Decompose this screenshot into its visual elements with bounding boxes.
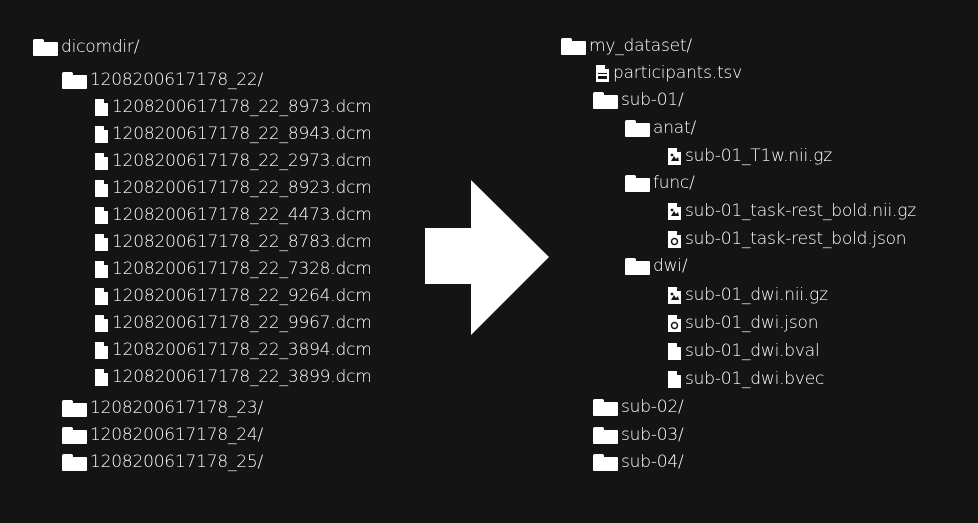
- folder-label: sub-01/: [621, 90, 684, 110]
- folder-icon: [593, 398, 618, 416]
- file-label: sub-01_dwi.bval: [685, 341, 820, 361]
- file-item[interactable]: 1208200617178_22_7328.dcm: [92, 257, 372, 281]
- folder-label: sub-02/: [621, 397, 684, 417]
- file-label: 1208200617178_22_9264.dcm: [112, 286, 372, 306]
- file-icon: [94, 98, 109, 117]
- file-item[interactable]: 1208200617178_22_8943.dcm: [92, 122, 372, 146]
- folder-label: func/: [653, 173, 695, 193]
- file-label: sub-01_dwi.json: [685, 313, 819, 333]
- file-icon: [667, 370, 682, 389]
- file-item[interactable]: 1208200617178_22_8923.dcm: [92, 176, 372, 200]
- file-label: sub-01_T1w.nii.gz: [685, 146, 832, 166]
- file-icon: [94, 260, 109, 279]
- folder-icon: [625, 257, 650, 275]
- file-item[interactable]: 1208200617178_22_3899.dcm: [92, 365, 372, 389]
- file-item[interactable]: 1208200617178_22_3894.dcm: [92, 338, 372, 362]
- file-item[interactable]: sub-01_task-rest_bold.json: [665, 227, 907, 251]
- folder-item[interactable]: 1208200617178_24/: [62, 423, 263, 447]
- folder-item[interactable]: sub-04/: [593, 450, 684, 474]
- file-item[interactable]: sub-01_dwi.bvec: [665, 367, 824, 391]
- folder-label: 1208200617178_23/: [90, 398, 264, 418]
- file-label: 1208200617178_22_3899.dcm: [112, 367, 372, 387]
- file-label: sub-01_task-rest_bold.nii.gz: [685, 201, 916, 221]
- file-icon: [667, 342, 682, 361]
- file-item[interactable]: sub-01_dwi.nii.gz: [665, 283, 828, 307]
- folder-label: anat/: [653, 118, 697, 138]
- folder-icon: [62, 71, 87, 89]
- file-label: sub-01_dwi.nii.gz: [685, 285, 828, 305]
- folder-label: sub-04/: [621, 452, 684, 472]
- folder-item[interactable]: my_dataset/: [561, 34, 692, 58]
- folder-label: my_dataset/: [589, 36, 692, 56]
- file-icon: [94, 341, 109, 360]
- file-item[interactable]: 1208200617178_22_4473.dcm: [92, 203, 372, 227]
- file-icon: [94, 287, 109, 306]
- file-item[interactable]: sub-01_T1w.nii.gz: [665, 144, 832, 168]
- file-item[interactable]: 1208200617178_22_2973.dcm: [92, 149, 372, 173]
- folder-icon: [625, 174, 650, 192]
- folder-icon: [593, 426, 618, 444]
- folder-item[interactable]: 1208200617178_23/: [62, 396, 263, 420]
- file-item[interactable]: 1208200617178_22_9967.dcm: [92, 311, 372, 335]
- folder-label: 1208200617178_24/: [90, 425, 264, 445]
- file-icon: [94, 233, 109, 252]
- file-label: participants.tsv: [613, 63, 742, 83]
- file-icon: [94, 179, 109, 198]
- image-file-icon: [667, 147, 682, 166]
- file-label: sub-01_dwi.bvec: [685, 369, 825, 389]
- file-icon: [94, 314, 109, 333]
- file-item[interactable]: 1208200617178_22_8973.dcm: [92, 95, 372, 119]
- folder-icon: [625, 119, 650, 137]
- file-item[interactable]: sub-01_task-rest_bold.nii.gz: [665, 199, 916, 223]
- file-label: 1208200617178_22_8783.dcm: [112, 232, 372, 252]
- file-label: 1208200617178_22_8973.dcm: [112, 97, 372, 117]
- file-item[interactable]: sub-01_dwi.bval: [665, 339, 820, 363]
- folder-label: dicomdir/: [61, 37, 140, 57]
- file-item[interactable]: 1208200617178_22_8783.dcm: [92, 230, 372, 254]
- folder-item[interactable]: 1208200617178_25/: [62, 450, 263, 474]
- folder-item[interactable]: dicomdir/: [33, 35, 139, 59]
- file-label: 1208200617178_22_2973.dcm: [112, 151, 372, 171]
- file-label: 1208200617178_22_7328.dcm: [112, 259, 372, 279]
- file-label: sub-01_task-rest_bold.json: [685, 229, 907, 249]
- file-label: 1208200617178_22_8923.dcm: [112, 178, 372, 198]
- folder-item[interactable]: dwi/: [625, 254, 688, 278]
- folder-icon: [593, 91, 618, 109]
- folder-icon: [593, 453, 618, 471]
- file-icon: [94, 125, 109, 144]
- file-label: 1208200617178_22_4473.dcm: [112, 205, 372, 225]
- folder-label: dwi/: [653, 256, 688, 276]
- file-icon: [94, 368, 109, 387]
- json-file-icon: [667, 314, 682, 333]
- file-item[interactable]: sub-01_dwi.json: [665, 311, 818, 335]
- tsv-file-icon: [595, 64, 610, 83]
- folder-icon: [62, 426, 87, 444]
- file-icon: [94, 152, 109, 171]
- file-label: 1208200617178_22_8943.dcm: [112, 124, 372, 144]
- json-file-icon: [667, 230, 682, 249]
- folder-item[interactable]: sub-01/: [593, 88, 684, 112]
- right-arrow-icon: [425, 180, 549, 335]
- folder-icon: [33, 38, 58, 56]
- file-label: 1208200617178_22_9967.dcm: [112, 313, 372, 333]
- image-file-icon: [667, 286, 682, 305]
- folder-icon: [62, 399, 87, 417]
- folder-icon: [62, 453, 87, 471]
- folder-label: 1208200617178_25/: [90, 452, 264, 472]
- image-file-icon: [667, 202, 682, 221]
- file-label: 1208200617178_22_3894.dcm: [112, 340, 372, 360]
- folder-item[interactable]: 1208200617178_22/: [62, 68, 263, 92]
- file-item[interactable]: participants.tsv: [593, 61, 742, 85]
- folder-label: 1208200617178_22/: [90, 70, 264, 90]
- folder-label: sub-03/: [621, 425, 684, 445]
- folder-item[interactable]: func/: [625, 171, 695, 195]
- file-item[interactable]: 1208200617178_22_9264.dcm: [92, 284, 372, 308]
- folder-item[interactable]: sub-03/: [593, 423, 684, 447]
- file-icon: [94, 206, 109, 225]
- folder-icon: [561, 37, 586, 55]
- folder-item[interactable]: anat/: [625, 116, 696, 140]
- folder-item[interactable]: sub-02/: [593, 395, 684, 419]
